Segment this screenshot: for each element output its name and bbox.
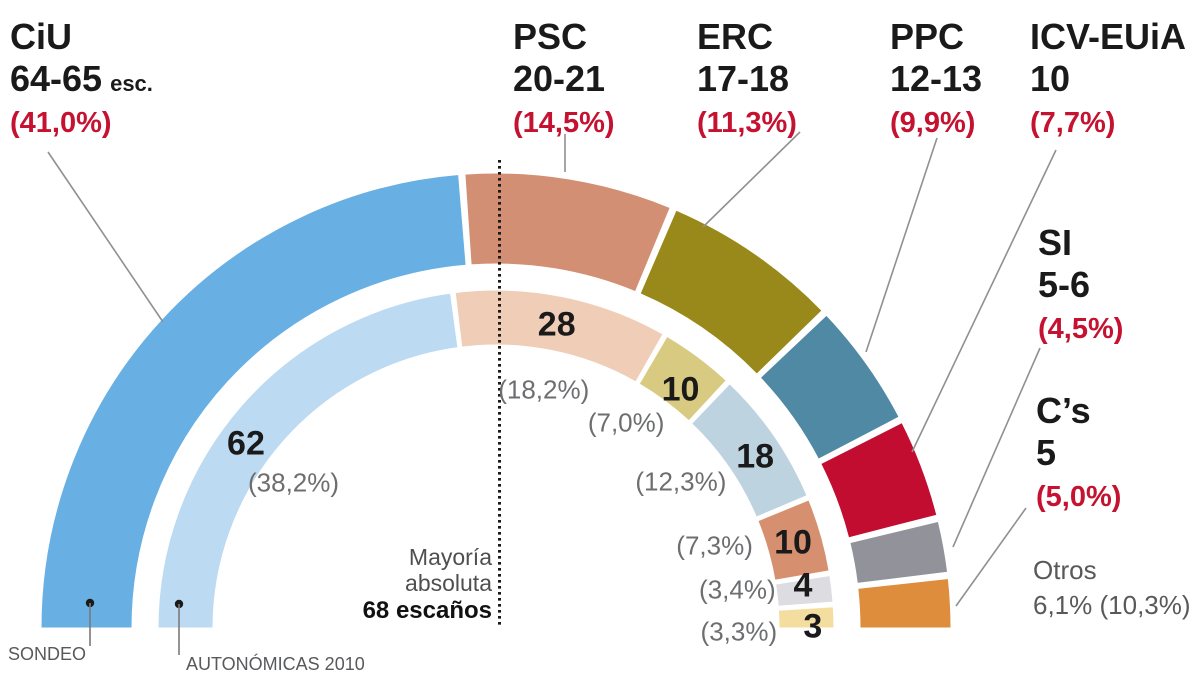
party-label-ppc: PPC 12-13 (9,9%) [890, 16, 990, 139]
leader-line-ppc [865, 137, 938, 353]
party-seats-number: 20-21 [513, 57, 606, 99]
otros-name: Otros [1033, 555, 1097, 585]
party-label-ciu: CiU 64-65 esc. (41,0%) [10, 16, 153, 139]
party-poll-percentage: (7,7%) [1030, 106, 1116, 139]
party-name: PSC [513, 16, 588, 57]
prev-pct-icv-euia: (7,3%) [676, 530, 753, 561]
party-label-icv-euia: ICV-EUiA 10 (7,7%) [1030, 16, 1186, 139]
party-poll-percentage: (5,0%) [1036, 480, 1122, 513]
arc-prev-ppc [690, 383, 808, 518]
party-seats: 17-18 [697, 58, 797, 100]
prev-seats-ciu: 62 [227, 424, 265, 463]
arc-prev-erc [638, 335, 727, 422]
prev-pct-psc: (18,2%) [498, 374, 590, 405]
party-seats: 64-65 esc. [10, 58, 153, 100]
party-seats: 12-13 [890, 58, 990, 100]
leader-line-c-s [955, 507, 1027, 607]
party-seats-number: 17-18 [697, 57, 790, 99]
party-seats-number: 64-65 [10, 57, 103, 99]
otros-values: 6,1% (10,3%) [1033, 590, 1191, 621]
arc-prev-icv-euia [757, 499, 830, 581]
leader-line-ciu [47, 151, 164, 323]
outer-ring-caption: SONDEO [8, 644, 87, 664]
party-label-si: SI 5-6 (4,5%) [1038, 222, 1123, 345]
majority-line2: absoluta [405, 570, 492, 596]
party-poll-percentage: (14,5%) [513, 106, 615, 139]
prev-seats-icv-euia: 10 [774, 523, 812, 562]
majority-seats: 68 escaños [362, 597, 492, 624]
party-seats: 5 [1036, 432, 1121, 474]
arc-poll-si [849, 520, 949, 584]
party-name: ICV-EUiA [1030, 16, 1187, 57]
party-name: ERC [697, 16, 774, 57]
inner-ring-caption: AUTONÓMICAS 2010 [186, 654, 365, 674]
arc-prev-psc [454, 289, 664, 383]
party-seats: 10 [1030, 58, 1186, 100]
arc-poll-erc [639, 209, 823, 375]
party-name: CiU [10, 16, 72, 57]
prev-seats-c-s: 3 [803, 607, 823, 646]
party-seats-number: 5-6 [1038, 263, 1091, 305]
arc-prev-c-s [777, 606, 835, 629]
party-poll-percentage: (4,5%) [1038, 312, 1124, 345]
prev-seats-erc: 10 [661, 370, 700, 409]
party-poll-percentage: (41,0%) [10, 106, 112, 139]
party-name: C’s [1036, 390, 1091, 431]
party-poll-percentage: (9,9%) [890, 106, 976, 139]
leader-line-icv-euia [911, 149, 1057, 453]
party-seats-number: 10 [1030, 57, 1071, 99]
party-name: PPC [890, 16, 965, 57]
otros-label: Otros 6,1% (10,3%) [1033, 553, 1191, 623]
arc-poll-psc [464, 172, 671, 293]
party-seats: 20-21 [513, 58, 615, 100]
prev-pct-c-s: (3,3%) [700, 616, 778, 647]
party-label-erc: ERC 17-18 (11,3%) [697, 16, 797, 139]
prev-pct-ppc: (12,3%) [635, 466, 727, 497]
prev-seats-ppc: 18 [736, 437, 775, 476]
party-label-psc: PSC 20-21 (14,5%) [513, 16, 615, 139]
arc-prev-si [775, 574, 834, 607]
arc-prev-ciu [157, 292, 459, 629]
majority-line1: Mayoría [408, 544, 492, 570]
arc-poll-ppc [759, 314, 900, 460]
leader-line-erc [702, 131, 801, 228]
arc-poll-c-s [857, 577, 952, 629]
majority-annotation: Mayoría absoluta 68 escaños [363, 544, 492, 626]
arc-poll-ciu [40, 173, 467, 629]
party-label-c-s: C’s 5 (5,0%) [1036, 390, 1121, 513]
party-seats: 5-6 [1038, 264, 1123, 306]
prev-pct-si: (3,4%) [699, 574, 776, 605]
prev-pct-erc: (7,0%) [587, 407, 665, 438]
party-poll-percentage: (11,3%) [697, 106, 797, 139]
party-seats-number: 12-13 [890, 57, 983, 99]
party-seats-suffix: esc. [110, 70, 153, 96]
arc-poll-icv-euia [820, 421, 938, 539]
party-seats-number: 5 [1036, 431, 1057, 473]
prev-seats-si: 4 [793, 566, 813, 605]
leader-line-si [952, 347, 1041, 548]
party-name: SI [1038, 222, 1073, 263]
prev-seats-psc: 28 [537, 305, 576, 344]
prev-pct-ciu: (38,2%) [248, 467, 340, 497]
